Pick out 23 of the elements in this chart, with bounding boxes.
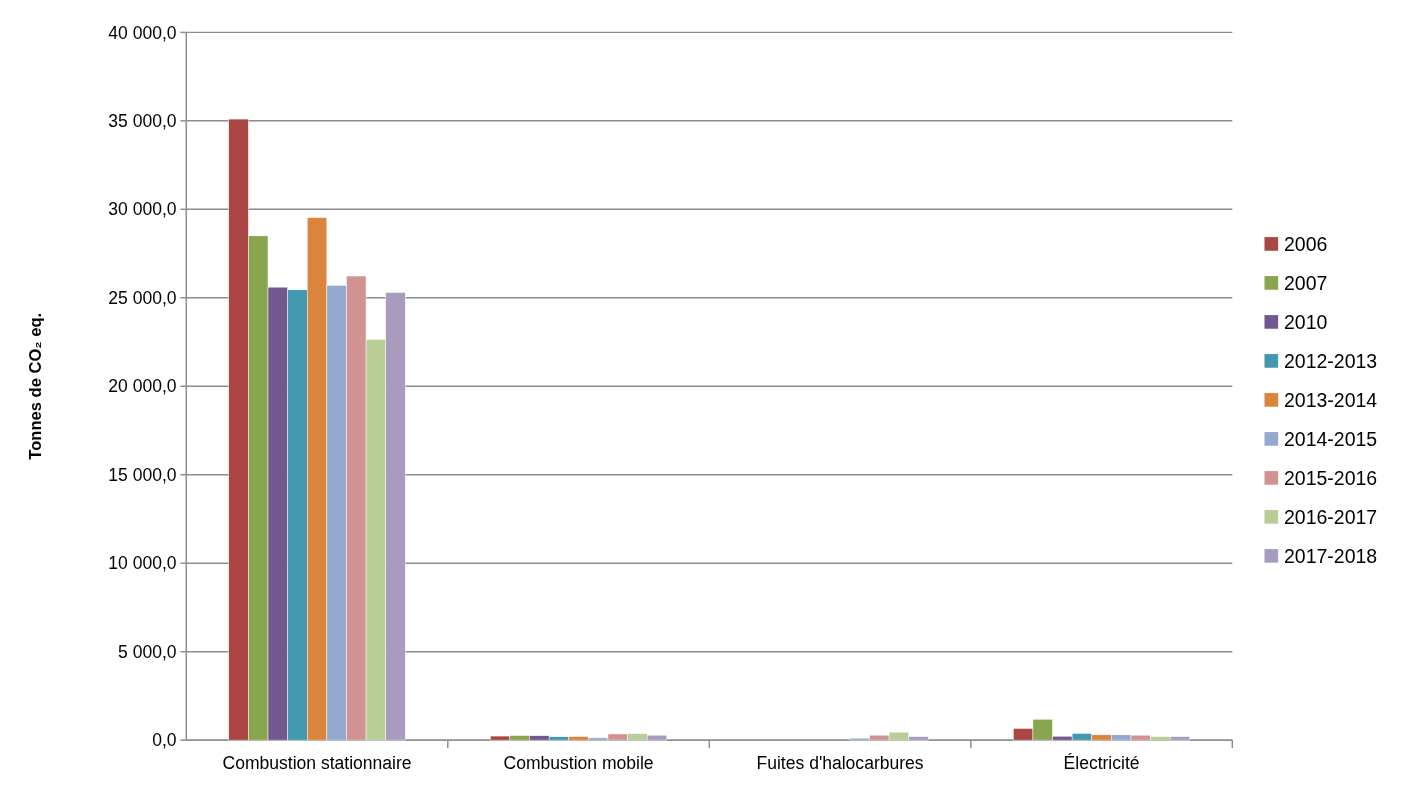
x-tick-label: Combustion stationnaire	[222, 753, 412, 774]
y-tick-label: 40 000,0	[108, 22, 177, 43]
y-axis-title: Tonnes de CO₂ eq.	[26, 312, 46, 460]
x-tick-label: Électricité	[1063, 753, 1140, 774]
y-tick-label: 35 000,0	[108, 110, 177, 131]
x-tick-label: Combustion mobile	[503, 753, 654, 774]
legend-label: 2016-2017	[1283, 505, 1378, 528]
y-tick-label: 5 000,0	[118, 641, 177, 662]
legend-label: 2006	[1283, 232, 1328, 255]
y-tick-label: 0,0	[152, 730, 177, 751]
legend-label: 2012-2013	[1283, 349, 1378, 372]
y-tick-label: 30 000,0	[108, 199, 177, 220]
legend-label: 2014-2015	[1283, 427, 1378, 450]
legend-label: 2017-2018	[1283, 544, 1378, 567]
legend-label: 2015-2016	[1283, 466, 1378, 489]
legend-label: 2010	[1283, 310, 1328, 333]
legend-label: 2013-2014	[1283, 388, 1378, 411]
legend-label: 2007	[1283, 271, 1328, 294]
y-tick-label: 15 000,0	[108, 464, 177, 485]
x-tick-label: Fuites d'halocarbures	[756, 753, 924, 774]
y-tick-label: 25 000,0	[108, 287, 177, 308]
y-tick-label: 20 000,0	[108, 376, 177, 397]
y-tick-label: 10 000,0	[108, 553, 177, 574]
